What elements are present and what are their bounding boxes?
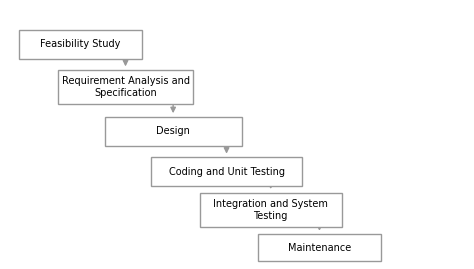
FancyBboxPatch shape [58, 70, 193, 104]
FancyBboxPatch shape [151, 157, 302, 186]
FancyBboxPatch shape [18, 30, 142, 59]
FancyBboxPatch shape [200, 193, 341, 227]
FancyBboxPatch shape [258, 234, 381, 261]
Text: Coding and Unit Testing: Coding and Unit Testing [169, 167, 284, 177]
Text: Requirement Analysis and
Specification: Requirement Analysis and Specification [62, 76, 190, 98]
Text: Integration and System
Testing: Integration and System Testing [213, 199, 328, 221]
Text: Maintenance: Maintenance [288, 243, 351, 253]
Text: Feasibility Study: Feasibility Study [40, 39, 120, 49]
Text: Design: Design [156, 126, 190, 136]
FancyBboxPatch shape [105, 117, 242, 146]
